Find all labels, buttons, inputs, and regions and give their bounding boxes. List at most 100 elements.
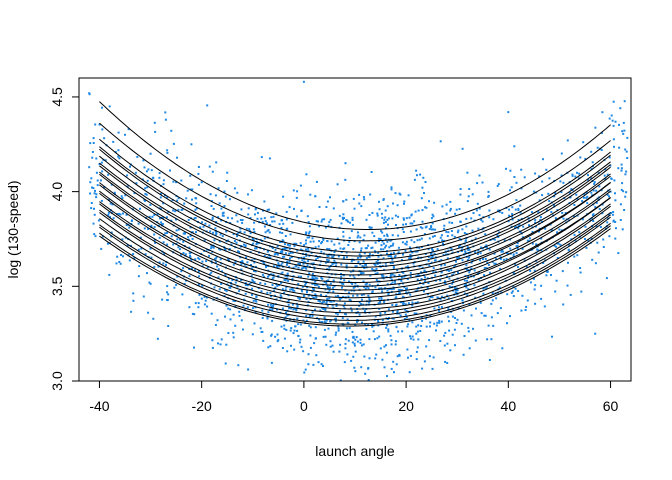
data-point [143,166,146,169]
data-point [191,237,194,240]
data-point [211,170,214,173]
data-point [404,308,406,311]
data-point [348,327,351,330]
data-point [411,335,414,338]
data-point [451,221,454,224]
data-point [226,171,229,174]
data-point [210,312,213,315]
data-point [391,281,394,284]
data-point [439,298,442,301]
data-point [351,330,354,333]
data-point [242,328,244,331]
data-point [396,355,399,358]
data-point [440,295,443,298]
data-point [416,330,419,333]
data-point [224,195,227,198]
data-point [466,200,469,203]
data-point [352,355,355,358]
data-point [463,232,466,234]
data-point [602,238,605,241]
data-point [245,227,248,230]
data-point [141,178,144,181]
data-point [514,263,517,266]
data-point [593,182,596,185]
data-point [281,219,284,222]
data-point [349,307,352,310]
data-point [228,248,231,250]
data-point [326,258,329,261]
data-point [381,216,384,219]
data-point [259,282,262,284]
data-point [329,196,331,199]
data-point [389,245,392,247]
data-point [250,264,252,266]
data-point [309,326,312,329]
data-point [387,308,390,311]
data-point [603,174,606,177]
data-point [347,295,350,298]
data-point [621,130,624,133]
data-point [312,296,315,299]
data-point [291,221,294,224]
data-point [390,252,393,255]
data-point [194,258,197,261]
data-point [338,242,341,245]
data-point [241,221,244,224]
data-point [214,324,217,326]
data-point [421,209,424,212]
data-point [424,280,427,283]
data-point [608,235,611,238]
fitted-curves [99,101,611,327]
data-point [620,167,623,170]
data-point [318,320,321,323]
data-point [620,188,623,191]
data-point [415,228,418,231]
data-point [462,302,464,305]
data-point [415,325,418,328]
data-point [489,271,492,274]
data-point [286,243,289,246]
data-point [413,178,416,181]
data-point [215,232,218,235]
data-point [182,252,185,254]
data-point [145,170,148,173]
data-point [348,236,351,239]
data-point [307,221,310,224]
data-point [550,211,553,213]
data-point [208,224,211,227]
data-point [491,299,494,302]
data-point [394,282,397,285]
data-point [340,222,343,225]
data-point [93,233,96,236]
data-point [351,216,354,219]
data-point [438,289,441,292]
data-point [501,347,504,350]
data-point [395,296,398,299]
data-point [224,289,227,291]
data-point [343,307,346,310]
data-point [311,273,314,275]
data-point [465,283,468,286]
data-point [383,345,386,348]
data-point [409,222,412,225]
data-point [187,219,190,221]
data-point [560,174,563,177]
data-point [536,248,539,251]
data-point [416,239,419,242]
data-point [304,266,307,269]
data-point [448,221,451,224]
data-point [303,260,306,263]
data-point [301,259,304,262]
data-point [398,354,401,357]
data-point [285,218,288,221]
data-point [225,343,228,346]
data-point [389,255,392,257]
data-point [443,263,446,266]
data-point [424,276,426,279]
data-point [590,168,593,171]
data-point [394,214,397,217]
data-point [219,248,222,251]
data-point [457,306,460,309]
data-point [344,162,347,165]
data-point [247,213,250,216]
